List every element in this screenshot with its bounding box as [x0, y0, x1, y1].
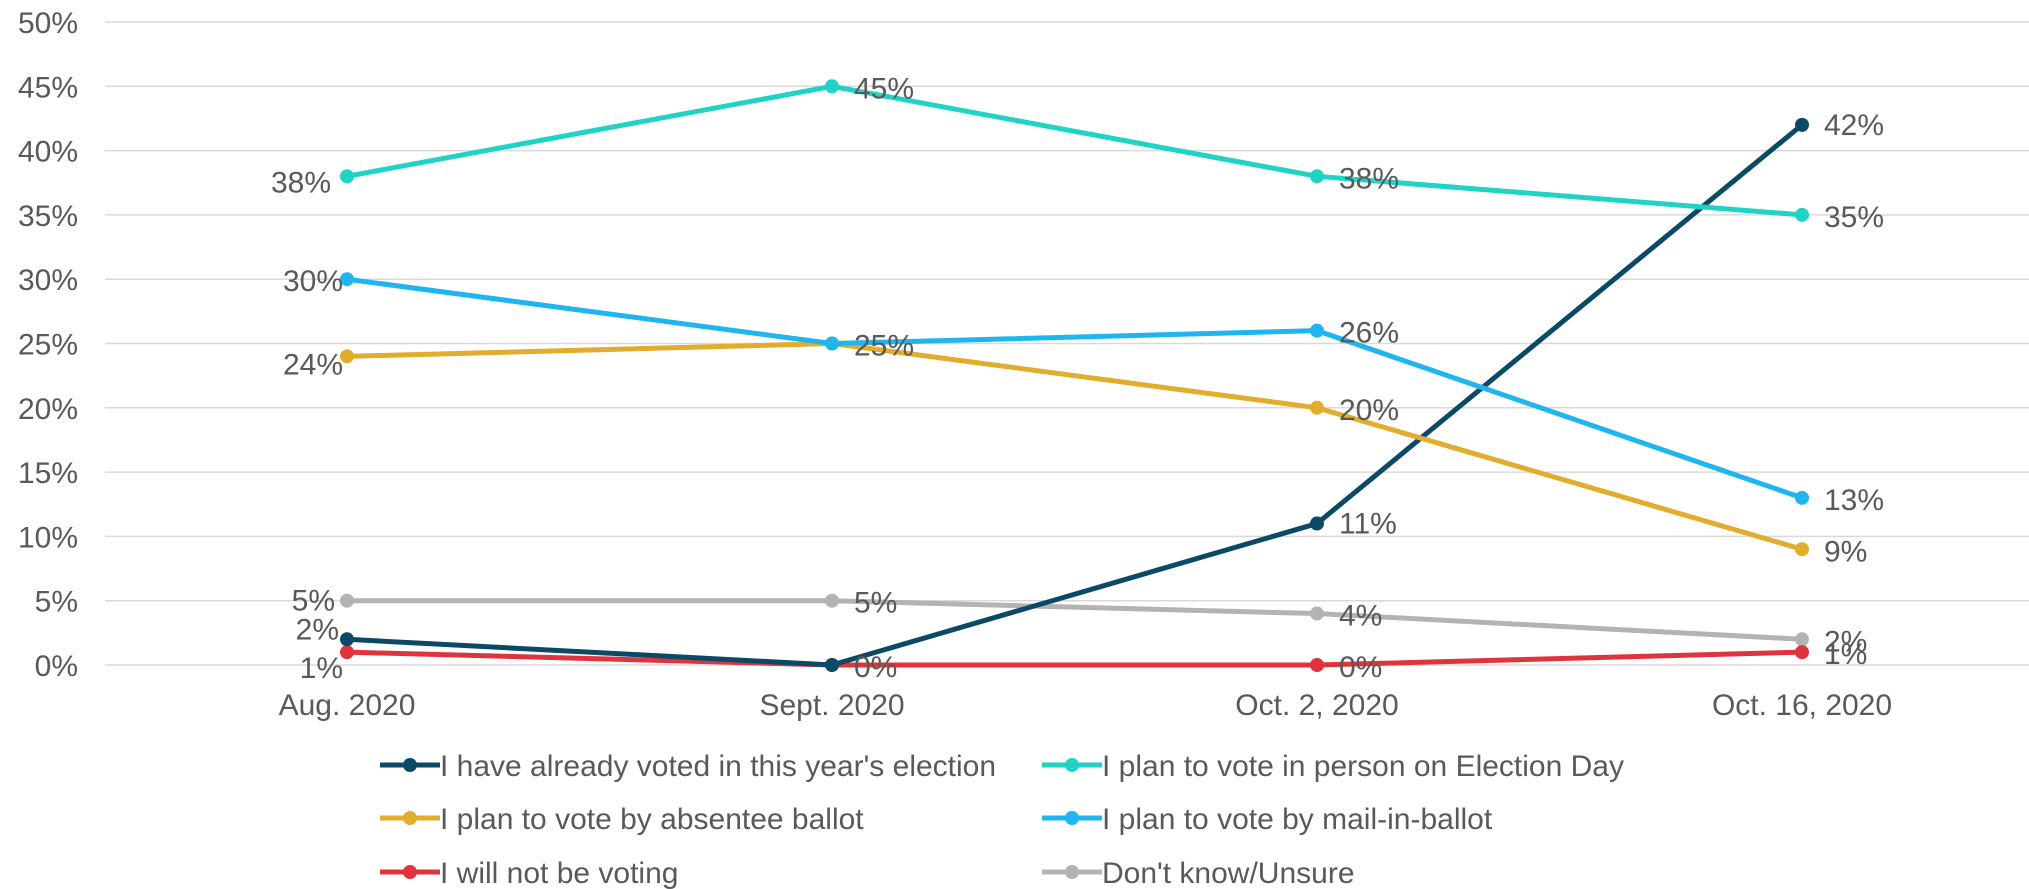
series-line	[346, 276, 1803, 501]
x-tick-label: Aug. 2020	[279, 689, 416, 722]
data-point	[1795, 645, 1809, 660]
data-point	[340, 645, 354, 660]
data-label: 38%	[1339, 162, 1399, 195]
data-label: 5%	[854, 587, 897, 620]
data-point	[1795, 207, 1809, 222]
data-label: 9%	[1824, 535, 1867, 568]
data-label: 11%	[1339, 508, 1397, 541]
data-point	[825, 593, 839, 608]
data-point	[1310, 516, 1324, 531]
series-line	[346, 649, 1803, 668]
data-label: 1%	[300, 652, 343, 685]
data-label: 42%	[1824, 109, 1884, 142]
legend-label: I plan to vote in person on Election Day	[1102, 750, 1624, 783]
y-tick-label: 45%	[18, 71, 78, 104]
legend-item: I plan to vote by absentee ballot	[380, 803, 864, 836]
gridlines	[105, 21, 2029, 666]
data-label: 5%	[292, 585, 335, 618]
legend-label: I have already voted in this year's elec…	[440, 750, 996, 783]
data-point	[1795, 632, 1809, 647]
legend-item: I plan to vote in person on Election Day	[1042, 750, 1624, 783]
data-label: 13%	[1824, 484, 1884, 517]
data-label: 0%	[854, 651, 897, 684]
series-0	[340, 117, 1809, 672]
y-tick-label: 30%	[18, 264, 78, 297]
series-3	[340, 272, 1809, 505]
data-point	[340, 632, 354, 647]
y-axis: 0% 5% 10% 15% 20% 25% 30% 35% 40% 45% 50%	[18, 7, 78, 683]
data-point	[340, 593, 354, 608]
data-label: 24%	[283, 348, 343, 381]
legend-label: I will not be voting	[440, 857, 678, 889]
y-tick-label: 40%	[18, 136, 78, 169]
legend-item: Don't know/Unsure	[1042, 857, 1355, 889]
data-label: 35%	[1824, 201, 1884, 234]
series-line	[346, 122, 1804, 668]
series-5	[340, 593, 1809, 647]
legend-marker	[403, 758, 417, 772]
data-point	[825, 658, 839, 672]
data-label: 26%	[1339, 317, 1399, 350]
x-axis: Aug. 2020 Sept. 2020 Oct. 2, 2020 Oct. 16, …	[279, 689, 1892, 722]
y-tick-label: 5%	[35, 586, 78, 619]
legend-item: I will not be voting	[380, 857, 678, 889]
y-tick-label: 0%	[35, 650, 78, 683]
legend-item: I have already voted in this year's elec…	[380, 750, 996, 783]
data-label: 4%	[1339, 600, 1382, 633]
data-point	[1795, 490, 1809, 505]
y-tick-label: 15%	[18, 457, 78, 490]
data-label: 0%	[1339, 651, 1382, 684]
series-2	[340, 336, 1809, 557]
legend-marker	[403, 865, 417, 879]
data-label: 25%	[854, 330, 914, 363]
x-tick-label: Sept. 2020	[759, 689, 904, 722]
data-label: 20%	[1339, 394, 1399, 427]
data-labels: 2% 11% 42% 38% 45% 38% 35% 24% 20% 9% 30% 25% 26% 13%…	[271, 72, 1884, 685]
y-tick-label: 20%	[18, 393, 78, 426]
data-point	[1795, 117, 1809, 132]
series-1	[340, 79, 1809, 222]
legend: I have already voted in this year's elec…	[380, 750, 1624, 889]
data-point	[1795, 542, 1809, 557]
data-point	[825, 79, 839, 94]
y-tick-label: 50%	[18, 7, 78, 40]
data-label: 38%	[271, 166, 331, 199]
y-tick-label: 35%	[18, 200, 78, 233]
data-label: 2%	[296, 613, 339, 646]
legend-label: Don't know/Unsure	[1102, 857, 1355, 889]
series-line	[346, 83, 1803, 218]
data-label: 2%	[1824, 625, 1867, 658]
data-point	[340, 169, 354, 184]
legend-marker	[1065, 865, 1079, 879]
series-lines	[340, 79, 1809, 672]
legend-label: I plan to vote by absentee ballot	[440, 803, 864, 836]
x-tick-label: Oct. 16, 2020	[1712, 689, 1892, 722]
data-point	[1310, 169, 1324, 184]
data-label: 30%	[283, 265, 343, 298]
data-point	[1310, 658, 1324, 672]
data-point	[1310, 323, 1324, 338]
legend-label: I plan to vote by mail-in-ballot	[1102, 803, 1493, 836]
data-point	[1310, 606, 1324, 621]
data-point	[825, 336, 839, 351]
data-point	[340, 272, 354, 287]
series-line	[346, 341, 1803, 552]
data-point	[1310, 400, 1324, 415]
data-label: 1%	[1824, 638, 1867, 671]
data-point	[340, 349, 354, 364]
legend-marker	[1065, 758, 1079, 772]
y-tick-label: 25%	[18, 329, 78, 362]
series-line	[347, 598, 1803, 642]
x-tick-label: Oct. 2, 2020	[1235, 689, 1398, 722]
legend-item: I plan to vote by mail-in-ballot	[1042, 803, 1493, 836]
y-tick-label: 10%	[18, 521, 78, 554]
legend-marker	[403, 811, 417, 825]
data-label: 45%	[854, 72, 914, 105]
legend-marker	[1065, 811, 1079, 825]
